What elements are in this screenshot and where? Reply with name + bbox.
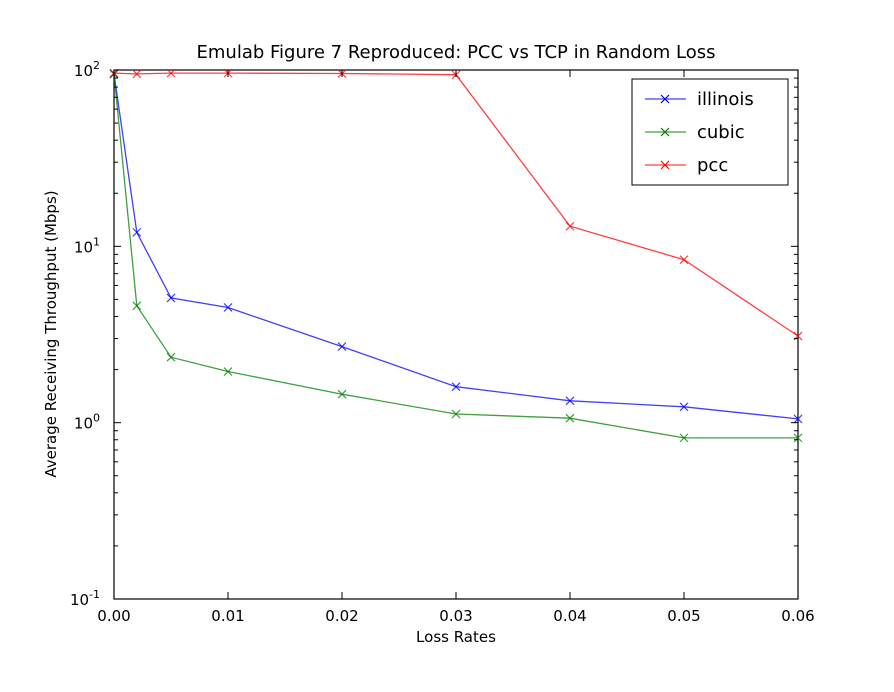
data-point-cubic [679,433,689,443]
legend-marker-cubic [660,127,670,137]
legend-label-illinois: illinois [697,89,754,110]
x-tick-label: 0.03 [439,607,472,625]
y-tick-label: 10-1 [70,588,100,609]
data-point-illinois [565,396,575,406]
data-point-cubic [565,413,575,423]
x-tick-label: 0.00 [97,607,130,625]
x-tick-label: 0.05 [667,607,700,625]
y-axis-label: Average Receiving Throughput (Mbps) [42,190,60,477]
legend-marker-illinois [660,94,670,104]
x-tick-label: 0.06 [781,607,814,625]
data-point-pcc [132,69,142,79]
chart-title: Emulab Figure 7 Reproduced: PCC vs TCP i… [197,42,716,63]
x-tick-label: 0.04 [553,607,586,625]
legend: illinois cubic pcc [631,78,789,186]
data-point-cubic [337,389,347,399]
ticks-layer: 0.00 0.01 0.02 0.03 0.04 0.05 0.06 10-1 100 101 10… [70,59,815,625]
x-axis-label: Loss Rates [416,628,496,646]
data-point-pcc [166,68,176,78]
data-point-illinois [793,414,803,424]
data-point-illinois [451,382,461,392]
data-point-illinois [679,402,689,412]
data-point-cubic [793,433,803,443]
legend-label-pcc: pcc [697,155,728,176]
data-point-cubic [451,409,461,419]
data-point-illinois [166,293,176,303]
data-point-pcc [565,221,575,231]
data-point-cubic [166,352,176,362]
y-tick-label: 101 [74,235,100,256]
data-point-illinois [132,227,142,237]
y-tick-label: 102 [74,59,100,80]
data-point-illinois [223,303,233,312]
x-tick-label: 0.02 [325,607,358,625]
legend-marker-pcc [660,160,670,170]
legend-label-cubic: cubic [697,122,745,143]
data-point-cubic [132,301,142,311]
data-point-cubic [223,367,233,376]
data-point-pcc [679,255,689,265]
data-point-illinois [337,342,347,352]
x-tick-label: 0.01 [211,607,244,625]
y-tick-label: 100 [74,412,100,433]
